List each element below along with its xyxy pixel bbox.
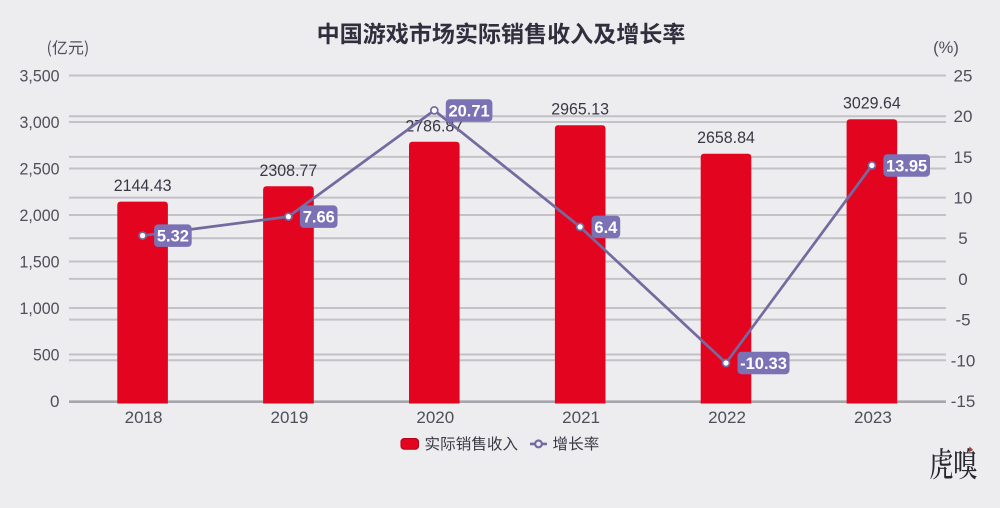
svg-text:3,000: 3,000 <box>20 113 60 132</box>
svg-text:-15: -15 <box>951 392 976 411</box>
svg-text:2,500: 2,500 <box>20 160 60 179</box>
svg-text:2022: 2022 <box>708 408 746 427</box>
svg-text:500: 500 <box>33 346 60 365</box>
svg-text:20: 20 <box>954 107 973 126</box>
svg-text:13.95: 13.95 <box>886 157 927 175</box>
svg-text:(%): (%) <box>933 39 959 57</box>
svg-text:7.66: 7.66 <box>303 209 335 227</box>
svg-text:15: 15 <box>954 148 973 167</box>
svg-text:25: 25 <box>954 67 973 86</box>
svg-text:2658.84: 2658.84 <box>697 128 755 147</box>
svg-text:5: 5 <box>958 229 967 248</box>
svg-text:2965.13: 2965.13 <box>551 100 609 119</box>
svg-text:3029.64: 3029.64 <box>843 94 901 113</box>
svg-text:1,500: 1,500 <box>20 253 60 272</box>
svg-text:5.32: 5.32 <box>157 228 189 246</box>
svg-text:2021: 2021 <box>562 408 600 427</box>
svg-text:2308.77: 2308.77 <box>260 161 318 180</box>
svg-text:20.71: 20.71 <box>448 102 489 120</box>
svg-text:-5: -5 <box>955 311 970 330</box>
svg-text:10: 10 <box>954 189 973 208</box>
svg-text:2023: 2023 <box>854 408 892 427</box>
svg-text:2,000: 2,000 <box>20 206 60 225</box>
svg-text:2020: 2020 <box>416 408 454 427</box>
svg-text:-10: -10 <box>951 351 976 370</box>
svg-text:2144.43: 2144.43 <box>114 176 172 195</box>
svg-text:2018: 2018 <box>125 408 163 427</box>
svg-text:0: 0 <box>50 392 59 411</box>
svg-text:0: 0 <box>958 270 967 289</box>
svg-text:1,000: 1,000 <box>20 299 60 318</box>
svg-text:-10.33: -10.33 <box>740 355 787 373</box>
svg-text:2019: 2019 <box>270 408 308 427</box>
svg-text:3,500: 3,500 <box>20 67 60 86</box>
svg-text:6.4: 6.4 <box>594 219 618 237</box>
